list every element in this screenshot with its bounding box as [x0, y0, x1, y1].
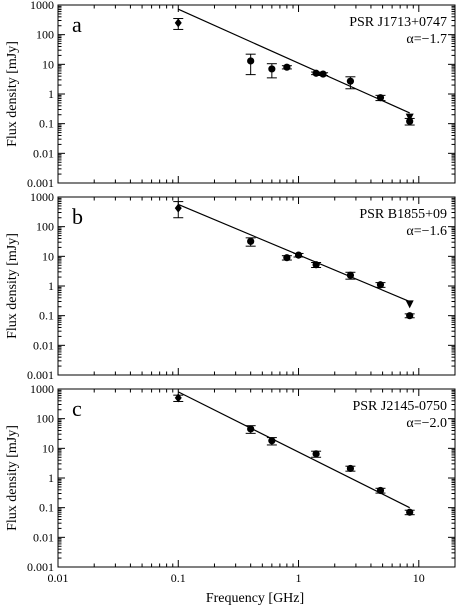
spectral-index: α=−1.6	[406, 224, 447, 239]
data-point-diamond	[174, 203, 182, 213]
data-point	[319, 70, 327, 78]
x-axis-label: Frequency [GHz]	[206, 591, 304, 606]
y-tick-label: 0.1	[39, 501, 54, 515]
data-point	[283, 254, 291, 262]
y-axis-label: Flux density [mJy]	[5, 425, 20, 531]
y-tick-label: 0.01	[33, 530, 54, 544]
spectral-index: α=−2.0	[406, 416, 447, 431]
y-tick-label: 0.01	[33, 338, 54, 352]
x-tick-label: 1	[296, 571, 302, 585]
y-tick-label: 1	[48, 87, 54, 101]
data-point	[247, 425, 255, 433]
data-point	[312, 261, 320, 269]
data-point	[247, 57, 255, 65]
data-point	[346, 464, 355, 473]
data-point-diamond	[174, 18, 182, 28]
data-point	[346, 271, 355, 279]
y-tick-label: 1	[48, 279, 54, 293]
x-tick-label: 0.1	[171, 571, 186, 585]
upper-limit-marker	[405, 300, 414, 309]
panel-letter: c	[72, 396, 82, 421]
y-tick-label: 100	[36, 28, 54, 42]
pulsar-name: PSR B1855+09	[359, 207, 447, 222]
y-tick-label: 10	[42, 441, 54, 455]
y-tick-label: 1000	[30, 190, 54, 204]
data-point	[406, 508, 414, 516]
pulsar-name: PSR J1713+0747	[349, 15, 447, 30]
fit-line	[177, 391, 410, 509]
data-point	[283, 63, 291, 71]
x-tick-label: 10	[413, 571, 425, 585]
y-tick-label: 1000	[30, 0, 54, 12]
spectral-index: α=−1.7	[406, 32, 447, 47]
data-point	[312, 450, 320, 458]
y-tick-label: 100	[36, 412, 54, 426]
y-tick-label: 0.1	[39, 309, 54, 323]
upper-limit-marker	[405, 113, 414, 122]
data-point	[406, 312, 414, 320]
data-point	[268, 437, 276, 445]
data-point	[376, 486, 385, 495]
data-point	[247, 237, 255, 245]
y-axis-label: Flux density [mJy]	[5, 233, 20, 339]
y-tick-label: 1000	[30, 382, 54, 396]
panel-letter: b	[72, 204, 83, 229]
data-point	[376, 281, 385, 289]
y-tick-label: 0.001	[27, 560, 54, 574]
pulsar-name: PSR J2145-0750	[352, 399, 447, 414]
plot-frame	[57, 196, 456, 376]
panel-letter: a	[72, 12, 82, 37]
data-point	[346, 77, 355, 85]
plot-frame	[57, 388, 456, 568]
plot-frame	[57, 4, 456, 184]
data-point-diamond	[174, 393, 182, 403]
data-point	[312, 69, 320, 77]
data-point	[294, 251, 303, 259]
fit-line	[178, 8, 410, 114]
data-point	[376, 94, 385, 102]
y-tick-label: 100	[36, 220, 54, 234]
y-tick-label: 0.1	[39, 117, 54, 131]
data-point	[268, 65, 276, 73]
y-tick-label: 1	[48, 471, 54, 485]
y-tick-label: 0.01	[33, 146, 54, 160]
data-point	[406, 117, 414, 125]
panel-a: 0.001 0.01 0.1 1 10 100 1000 Flux density [mJy]…	[5, 0, 456, 190]
y-tick-label: 10	[42, 57, 54, 71]
y-tick-label: 0.001	[27, 176, 54, 190]
y-axis-label: Flux density [mJy]	[5, 41, 20, 147]
y-tick-label: 10	[42, 249, 54, 263]
panel-b: 0.001 0.01 0.1 1 10 100 1000 Flux density [mJy]…	[5, 190, 456, 382]
x-tick-label: 0.01	[48, 571, 69, 585]
y-tick-label: 0.001	[27, 368, 54, 382]
